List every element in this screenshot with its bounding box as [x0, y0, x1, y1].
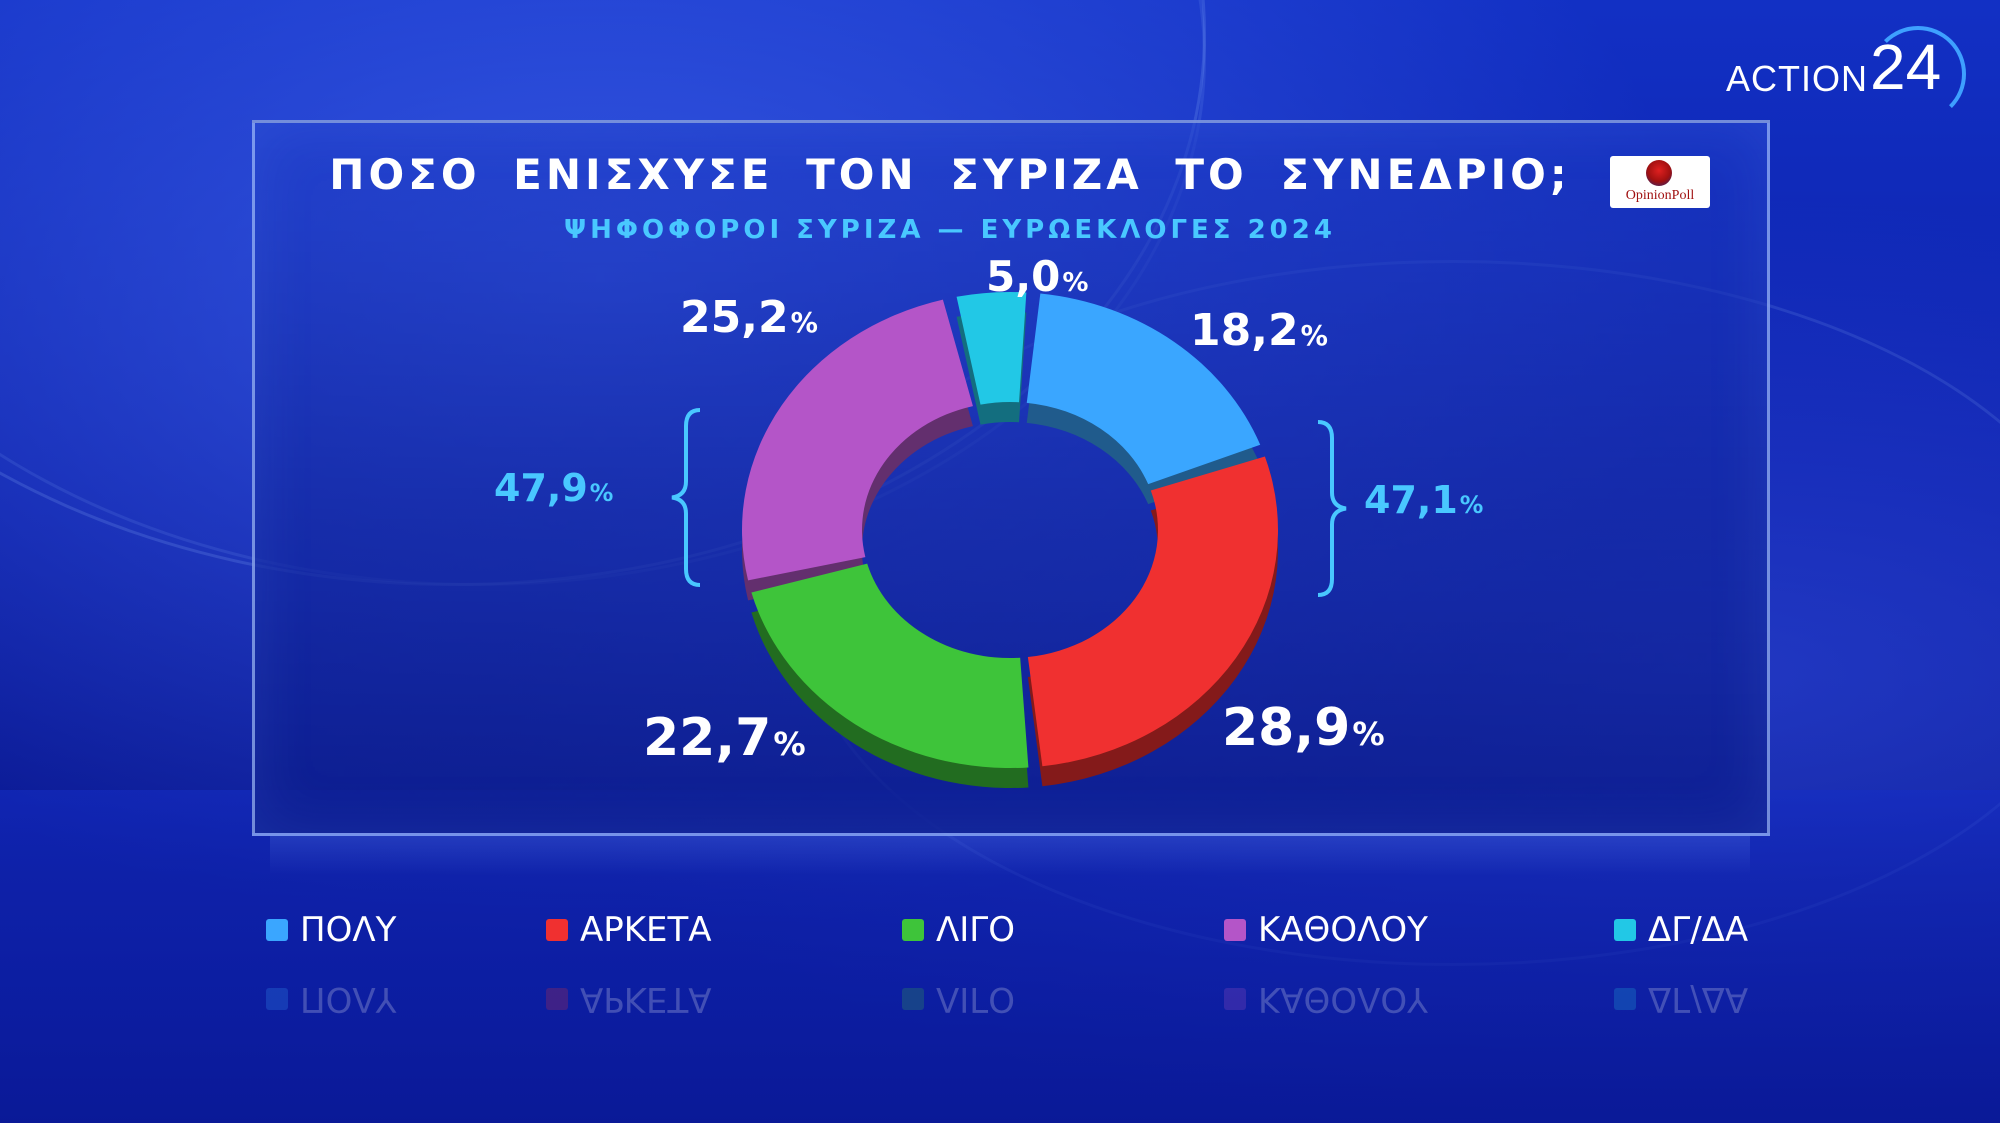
- legend-reflection-label: ΑΡΚΕΤΑ: [580, 979, 712, 1019]
- legend-item-katholou: ΚΑΘΟΛΟΥ: [1224, 906, 1428, 954]
- chart-subtitle: ΨΗΦΟΦΟΡΟΙ ΣΥΡΙΖΑ — ΕΥΡΩΕΚΛΟΓΕΣ 2024: [564, 215, 1336, 245]
- legend-swatch-ligo: [902, 919, 924, 941]
- pollster-logo-text: OpinionPoll: [1625, 188, 1695, 203]
- legend-reflection-swatch: [1614, 988, 1636, 1010]
- legend-reflection: ΠΟΛΥ ΑΡΚΕΤΑ ΛΙΓΟ ΚΑΘΟΛΟΥ ΔΓ/ΔΑ: [262, 975, 1762, 1023]
- legend-swatch-arketa: [546, 919, 568, 941]
- legend-reflection-label: ΛΙΓΟ: [936, 979, 1015, 1019]
- studio-floor: [0, 790, 2000, 1123]
- legend-reflection-item: ΚΑΘΟΛΟΥ: [1224, 975, 1428, 1023]
- group-brace-left: [671, 408, 701, 587]
- slice-arketa: [1027, 456, 1278, 767]
- legend-reflection-swatch: [902, 988, 924, 1010]
- legend-reflection-item: ΠΟΛΥ: [266, 975, 396, 1023]
- panel-reflection: [270, 835, 1750, 875]
- legend-reflection-item: ΔΓ/ΔΑ: [1614, 975, 1748, 1023]
- legend-reflection-swatch: [1224, 988, 1246, 1010]
- legend-swatch-dgda: [1614, 919, 1636, 941]
- legend-reflection-label: ΚΑΘΟΛΟΥ: [1258, 979, 1428, 1019]
- legend-label-poly: ΠΟΛΥ: [300, 910, 397, 950]
- slice-dgda: [956, 292, 1027, 405]
- legend-item-poly: ΠΟΛΥ: [266, 906, 396, 954]
- slice-ligo: [751, 563, 1029, 769]
- slice-label-poly: 18,2%: [1190, 305, 1328, 356]
- channel-logo: ACTION 24: [1720, 18, 1980, 122]
- channel-logo-ring: [1870, 26, 1966, 122]
- group-brace-right: [1317, 420, 1347, 597]
- channel-logo-number: 24: [1870, 31, 1942, 103]
- group-total-right: 47,1%: [1364, 478, 1484, 522]
- pollster-logo-mark: [1646, 160, 1672, 186]
- legend-item-ligo: ΛΙΓΟ: [902, 906, 1015, 954]
- legend-item-arketa: ΑΡΚΕΤΑ: [546, 906, 712, 954]
- legend-label-ligo: ΛΙΓΟ: [936, 910, 1015, 950]
- slice-label-dgda: 5,0%: [986, 252, 1089, 301]
- group-total-left: 47,9%: [494, 466, 614, 510]
- slice-poly: [1026, 293, 1261, 485]
- chart-title: ΠΟΣΟ ΕΝΙΣΧΥΣΕ ΤΟΝ ΣΥΡΙΖΑ ΤΟ ΣΥΝΕΔΡΙΟ;: [329, 150, 1571, 199]
- slice-label-arketa: 28,9%: [1222, 698, 1385, 758]
- legend-reflection-item: ΑΡΚΕΤΑ: [546, 975, 712, 1023]
- slice-label-ligo: 22,7%: [643, 708, 806, 768]
- slice-label-katholou: 25,2%: [680, 292, 818, 343]
- legend-reflection-swatch: [546, 988, 568, 1010]
- legend-swatch-poly: [266, 919, 288, 941]
- legend-reflection-label: ΠΟΛΥ: [300, 979, 397, 1019]
- legend-label-dgda: ΔΓ/ΔΑ: [1648, 910, 1749, 950]
- legend-label-arketa: ΑΡΚΕΤΑ: [580, 910, 712, 950]
- legend-item-dgda: ΔΓ/ΔΑ: [1614, 906, 1748, 954]
- legend-reflection-item: ΛΙΓΟ: [902, 975, 1015, 1023]
- pollster-logo: OpinionPoll: [1610, 156, 1710, 208]
- legend-reflection-label: ΔΓ/ΔΑ: [1648, 979, 1749, 1019]
- channel-logo-name: ACTION: [1726, 58, 1869, 99]
- slice-katholou: [742, 299, 973, 581]
- legend-swatch-katholou: [1224, 919, 1246, 941]
- legend-label-katholou: ΚΑΘΟΛΟΥ: [1258, 910, 1428, 950]
- legend-reflection-swatch: [266, 988, 288, 1010]
- chart-legend: ΠΟΛΥ ΑΡΚΕΤΑ ΛΙΓΟ ΚΑΘΟΛΟΥ ΔΓ/ΔΑ: [262, 906, 1762, 954]
